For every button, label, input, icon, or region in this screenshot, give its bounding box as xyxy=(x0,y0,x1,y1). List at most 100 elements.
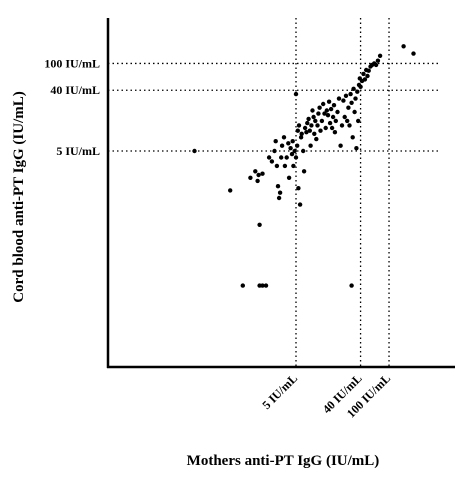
data-point-0-31 xyxy=(292,148,297,154)
data-point-0-52 xyxy=(312,131,317,136)
data-point-0-71 xyxy=(332,130,338,135)
data-point-0-26 xyxy=(286,175,292,180)
data-point-0-45 xyxy=(305,120,310,126)
data-point-0-19 xyxy=(277,190,283,195)
data-point-0-47 xyxy=(307,128,312,133)
data-point-0-61 xyxy=(322,111,327,116)
y-reference-label-0: 5 IU/mL xyxy=(56,144,100,158)
y-reference-labels: 5 IU/mL 40 IU/mL 100 IU/mL xyxy=(44,56,100,158)
data-point-0-96 xyxy=(361,71,366,77)
reference-lines xyxy=(108,18,440,367)
data-point-0-30 xyxy=(291,163,296,169)
data-point-0-73 xyxy=(335,109,340,115)
data-point-0-87 xyxy=(352,109,357,115)
data-point-0-1 xyxy=(228,188,233,193)
data-point-0-100 xyxy=(366,68,371,73)
data-point-0-88 xyxy=(353,96,358,101)
data-point-0-11 xyxy=(263,283,269,288)
data-point-0-53 xyxy=(313,118,318,124)
data-point-0-43 xyxy=(302,125,308,131)
data-point-0-74 xyxy=(336,96,342,101)
data-point-0-28 xyxy=(289,151,295,157)
data-point-0-16 xyxy=(274,163,280,169)
data-point-0-63 xyxy=(324,108,329,113)
data-point-0-41 xyxy=(301,148,306,154)
data-point-0-107 xyxy=(401,44,406,49)
data-point-0-106 xyxy=(377,53,383,58)
data-point-0-37 xyxy=(296,123,302,128)
y-reference-label-2: 100 IU/mL xyxy=(44,56,100,70)
data-point-0-13 xyxy=(269,159,275,164)
data-point-0-94 xyxy=(358,84,363,90)
data-point-0-10 xyxy=(260,283,265,288)
data-point-0-46 xyxy=(306,116,311,122)
data-point-0-60 xyxy=(321,101,326,107)
data-point-0-44 xyxy=(304,130,309,135)
data-point-0-70 xyxy=(331,103,337,108)
data-point-0-51 xyxy=(311,114,316,120)
data-point-0-105 xyxy=(375,58,381,63)
data-point-0-39 xyxy=(298,135,304,140)
data-point-0-104 xyxy=(373,62,379,68)
data-point-0-109 xyxy=(349,283,354,288)
data-point-0-97 xyxy=(362,77,368,82)
data-point-0-65 xyxy=(326,99,332,104)
data-point-0-12 xyxy=(266,155,272,160)
data-point-0-49 xyxy=(309,123,314,128)
data-point-0-90 xyxy=(355,89,360,94)
data-point-0-33 xyxy=(293,91,299,97)
data-point-0-36 xyxy=(296,186,301,191)
data-point-0-6 xyxy=(260,171,265,176)
data-point-0-29 xyxy=(290,139,295,144)
data-point-0-48 xyxy=(308,143,313,148)
data-points xyxy=(192,44,416,288)
data-point-0-84 xyxy=(349,100,354,106)
data-point-0-40 xyxy=(299,131,304,136)
data-point-0-34 xyxy=(295,143,300,148)
data-point-0-55 xyxy=(315,123,320,128)
x-axis-title: Mothers anti-PT IgG (IU/mL) xyxy=(187,453,380,469)
data-point-0-38 xyxy=(297,202,303,207)
data-point-0-32 xyxy=(293,155,299,160)
data-point-0-66 xyxy=(327,120,333,126)
data-point-0-108 xyxy=(411,51,416,56)
data-point-0-83 xyxy=(348,91,353,97)
data-point-0-69 xyxy=(330,114,336,120)
data-point-0-5 xyxy=(256,172,261,178)
data-point-0-17 xyxy=(275,184,281,189)
y-reference-label-1: 40 IU/mL xyxy=(50,83,100,97)
data-point-0-75 xyxy=(338,143,343,148)
data-point-0-76 xyxy=(339,123,345,128)
data-point-0-3 xyxy=(253,169,258,174)
data-point-0-20 xyxy=(279,155,284,160)
data-point-0-86 xyxy=(351,86,356,92)
data-point-0-4 xyxy=(255,178,260,184)
data-point-0-58 xyxy=(318,128,323,133)
data-point-0-79 xyxy=(343,93,349,99)
data-point-0-89 xyxy=(354,146,359,151)
data-point-0-0 xyxy=(192,148,197,154)
data-point-0-57 xyxy=(317,105,322,110)
data-point-0-2 xyxy=(248,175,253,180)
x-reference-label-0: 5 IU/mL xyxy=(259,371,300,412)
data-point-0-72 xyxy=(333,118,338,124)
data-point-0-21 xyxy=(279,143,285,148)
data-point-0-59 xyxy=(319,118,325,124)
data-point-0-99 xyxy=(365,73,370,79)
data-point-0-67 xyxy=(328,106,334,112)
data-point-0-62 xyxy=(323,125,328,131)
data-point-0-82 xyxy=(347,123,352,128)
data-point-0-56 xyxy=(316,111,321,116)
data-point-0-35 xyxy=(295,128,300,133)
data-point-0-54 xyxy=(314,136,319,142)
data-point-0-7 xyxy=(240,283,245,288)
data-point-0-81 xyxy=(346,105,351,110)
data-point-0-24 xyxy=(284,155,289,160)
data-point-0-80 xyxy=(345,118,350,124)
data-point-0-68 xyxy=(329,125,335,131)
data-point-0-85 xyxy=(350,135,355,140)
data-point-0-8 xyxy=(257,222,262,227)
